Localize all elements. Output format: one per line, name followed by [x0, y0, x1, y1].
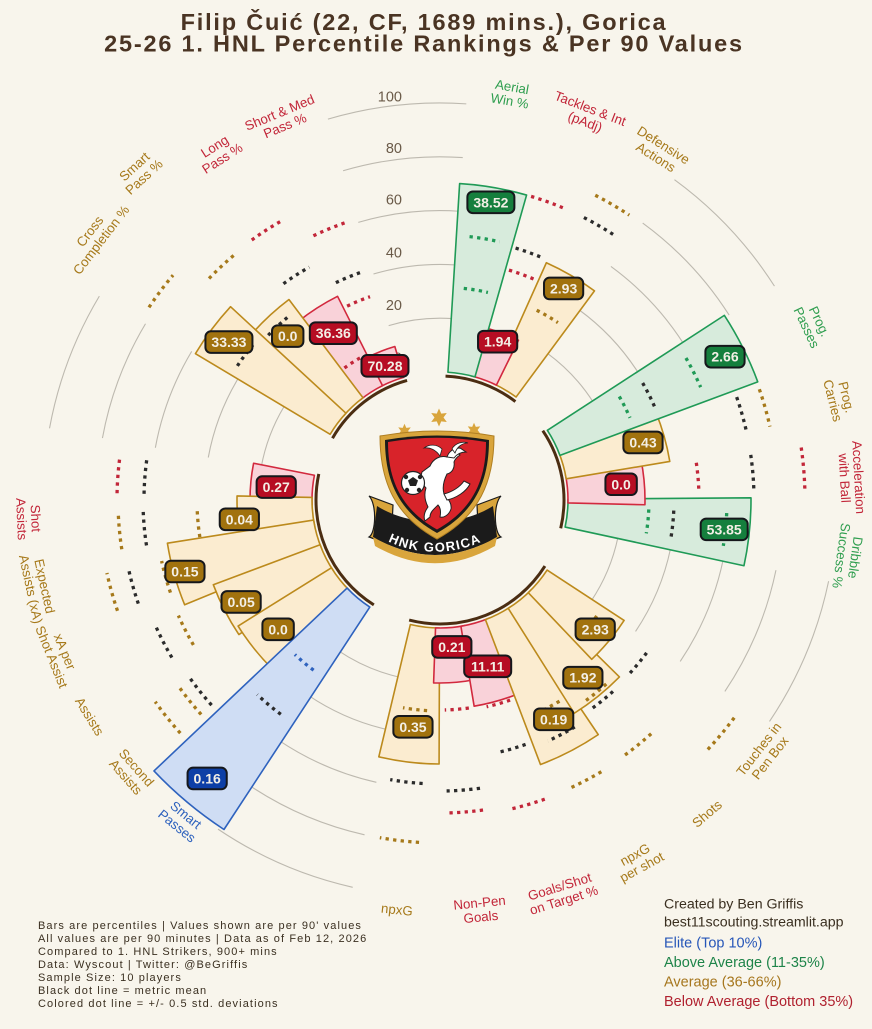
svg-text:2.93: 2.93: [582, 621, 609, 637]
svg-text:40: 40: [386, 246, 402, 262]
svg-text:20: 20: [386, 298, 402, 314]
svg-text:53.85: 53.85: [707, 521, 742, 537]
svg-text:100: 100: [378, 90, 402, 106]
svg-text:0.16: 0.16: [194, 770, 221, 786]
svg-text:Average (36-66%): Average (36-66%): [664, 975, 781, 991]
svg-text:38.52: 38.52: [473, 194, 508, 210]
svg-text:Created by Ben Griffis: Created by Ben Griffis: [664, 897, 803, 913]
svg-text:best11scouting.streamlit.app: best11scouting.streamlit.app: [664, 915, 844, 931]
svg-text:Accelerationwith Ball: Accelerationwith Ball: [835, 440, 868, 515]
svg-text:60: 60: [386, 193, 402, 209]
svg-text:All values are per 90 minutes: All values are per 90 minutes | Data as …: [38, 933, 367, 945]
svg-text:0.27: 0.27: [263, 479, 290, 495]
svg-text:Elite (Top 10%): Elite (Top 10%): [664, 936, 762, 952]
svg-text:1.92: 1.92: [569, 670, 596, 686]
svg-text:2.93: 2.93: [550, 280, 577, 296]
svg-text:0.15: 0.15: [171, 564, 198, 580]
svg-text:AerialWin %: AerialWin %: [489, 76, 532, 111]
svg-text:Bars are percentiles | Values: Bars are percentiles | Values shown are …: [38, 920, 362, 932]
svg-text:70.28: 70.28: [367, 358, 402, 374]
svg-text:0.43: 0.43: [629, 434, 656, 450]
svg-text:0.04: 0.04: [226, 511, 253, 527]
svg-text:0.0: 0.0: [278, 328, 298, 344]
svg-text:ShotAssists: ShotAssists: [13, 497, 44, 541]
svg-text:11.11: 11.11: [471, 658, 505, 674]
svg-text:Filip Čuić (22, CF, 1689 mins.: Filip Čuić (22, CF, 1689 mins.), Gorica: [181, 8, 668, 35]
svg-text:0.21: 0.21: [438, 639, 465, 655]
svg-text:25-26 1. HNL Percentile Rankin: 25-26 1. HNL Percentile Rankings & Per 9…: [104, 31, 744, 57]
svg-text:Colored dot line = +/- 0.5 std: Colored dot line = +/- 0.5 std. deviatio…: [38, 998, 279, 1010]
svg-text:Non-PenGoals: Non-PenGoals: [453, 893, 508, 927]
svg-text:2.66: 2.66: [711, 349, 738, 365]
svg-text:33.33: 33.33: [211, 334, 246, 350]
svg-text:36.36: 36.36: [316, 325, 351, 341]
svg-text:Black dot line = metric mean: Black dot line = metric mean: [38, 985, 207, 997]
svg-text:Data: Wyscout | Twitter: @BeGr: Data: Wyscout | Twitter: @BeGriffis: [38, 959, 248, 971]
svg-text:0.0: 0.0: [268, 621, 288, 637]
svg-text:1.94: 1.94: [484, 334, 511, 350]
svg-text:Compared to 1. HNL Strikers, 9: Compared to 1. HNL Strikers, 900+ mins: [38, 946, 278, 958]
svg-text:0.35: 0.35: [399, 719, 426, 735]
svg-text:80: 80: [386, 141, 402, 157]
svg-text:0.19: 0.19: [540, 711, 567, 727]
svg-text:Sample Size: 10 players: Sample Size: 10 players: [38, 972, 182, 984]
svg-text:Below Average (Bottom 35%): Below Average (Bottom 35%): [664, 994, 853, 1010]
svg-text:0.0: 0.0: [611, 476, 631, 492]
svg-text:0.05: 0.05: [227, 594, 254, 610]
svg-text:Above Average (11-35%): Above Average (11-35%): [664, 955, 825, 971]
svg-text:npxG: npxG: [380, 901, 413, 919]
